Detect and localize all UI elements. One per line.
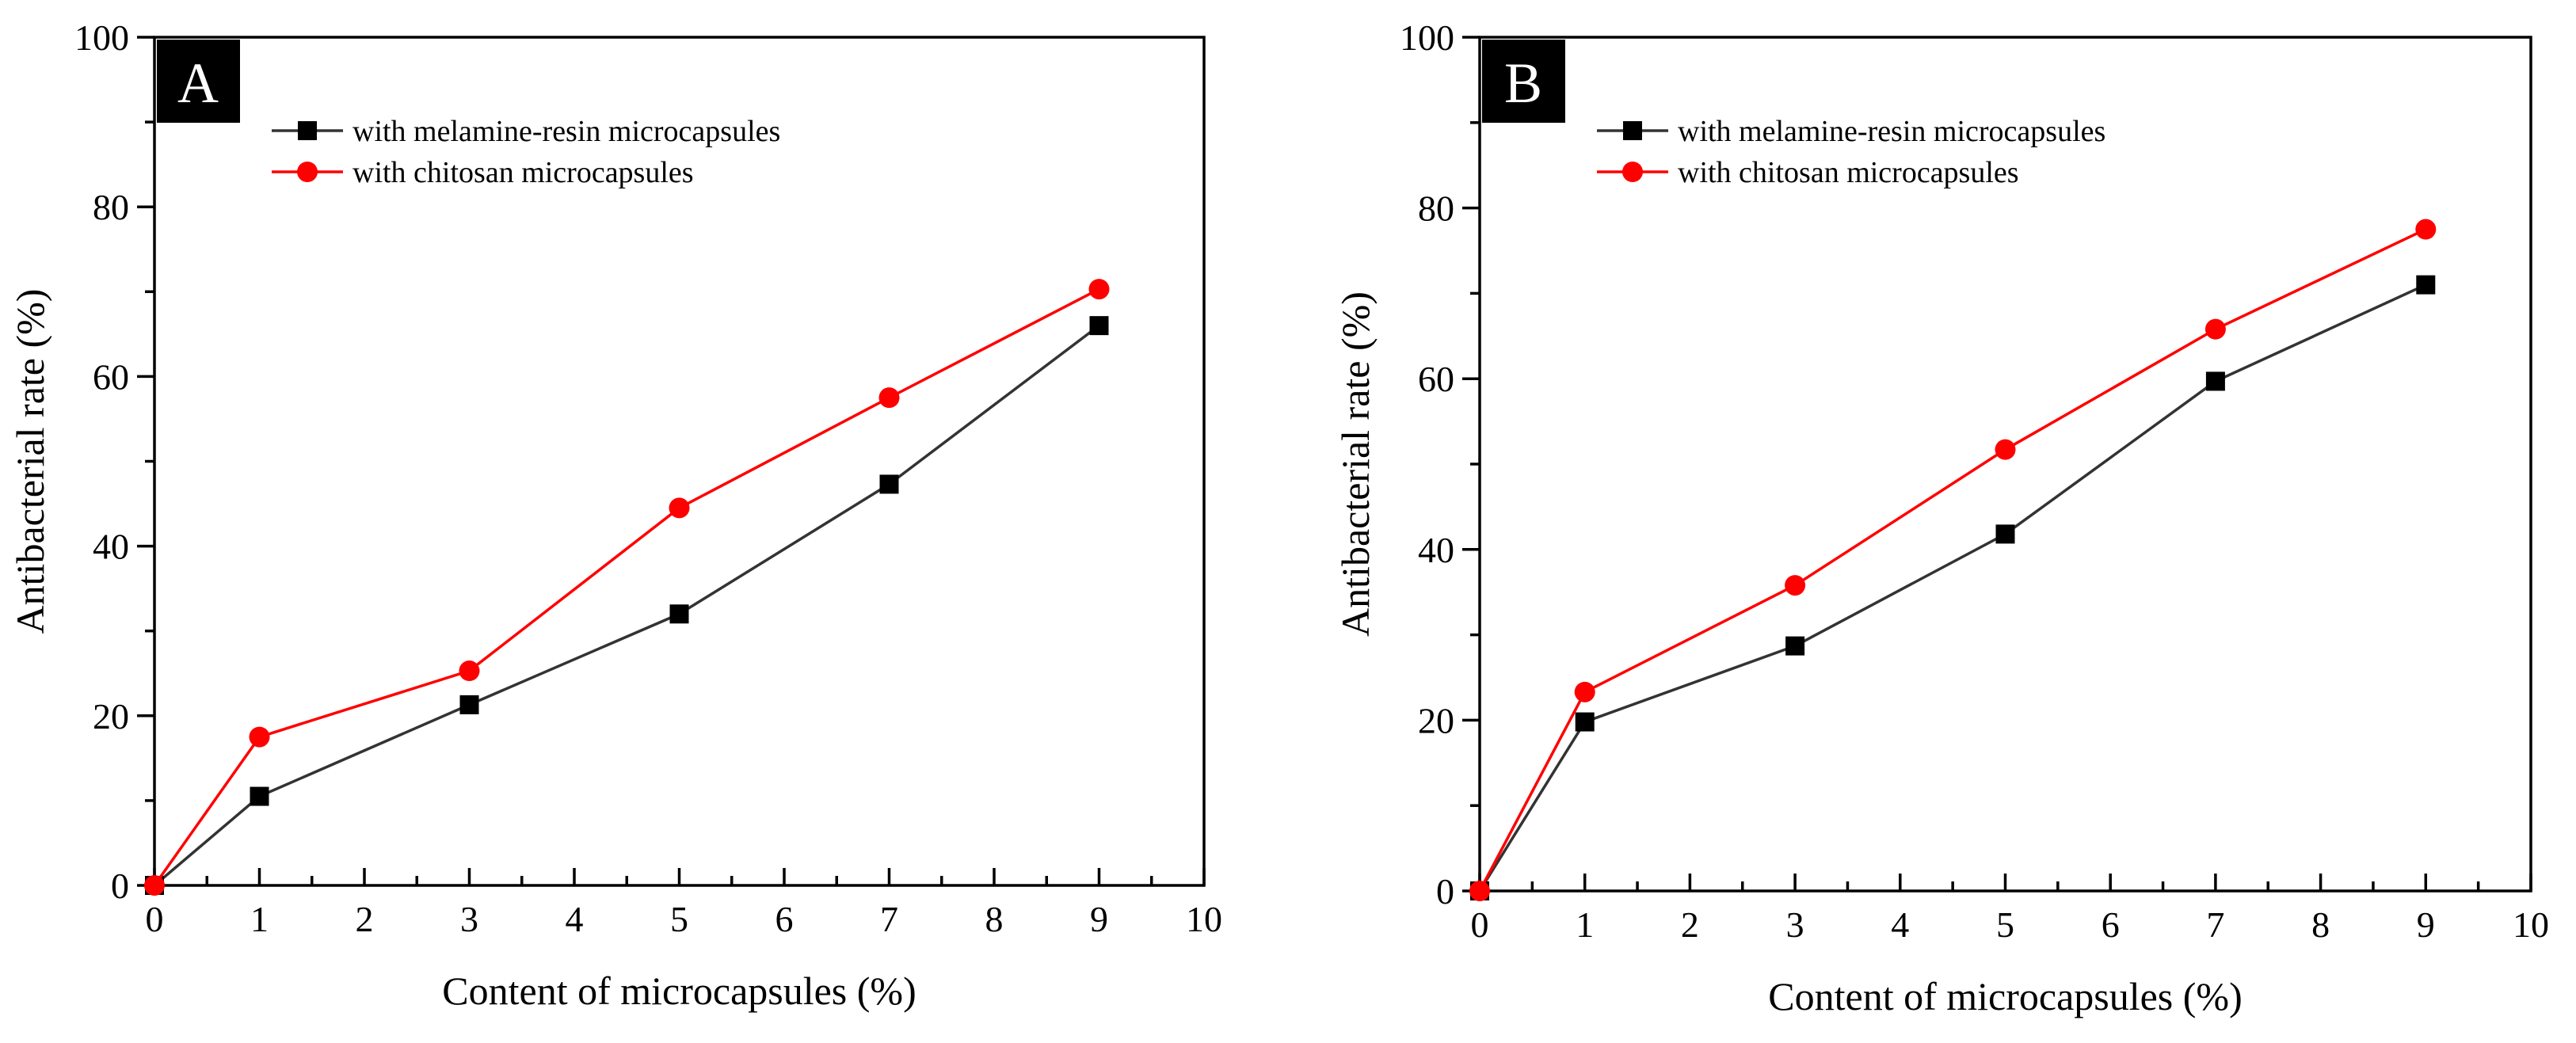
- panel-b-data-point-circle: [1469, 881, 1490, 901]
- panel-a-legend-label: with chitosan microcapsules: [352, 156, 694, 189]
- panel-b-x-tick-label: 6: [2102, 904, 2120, 945]
- panel-a-y-tick-label: 100: [74, 17, 129, 58]
- panel-b-data-point-circle: [2415, 219, 2437, 240]
- panel-b-x-tick-label: 5: [1996, 904, 2014, 945]
- panel-b-data-point-circle: [1574, 681, 1595, 702]
- panel-a-data-point-square: [669, 604, 689, 624]
- panel-b-legend-label: with chitosan microcapsules: [1678, 156, 2019, 189]
- panel-a-y-axis-title: Antibacterial rate (%): [8, 289, 52, 634]
- panel-b-label: B: [1504, 51, 1542, 115]
- panel-a-data-point-square: [879, 474, 899, 494]
- panel-a-y-tick-label: 40: [93, 527, 129, 567]
- panel-a-data-point-square: [459, 695, 479, 714]
- panel-a-series-melamine: [145, 316, 1109, 895]
- panel-b-x-tick-label: 8: [2311, 904, 2330, 945]
- panel-a-data-point-square: [250, 786, 269, 806]
- panel-a-series-line: [153, 324, 1100, 887]
- panel-b-y-tick-label: 20: [1418, 700, 1454, 740]
- panel-a-data-point-circle: [459, 660, 480, 682]
- panel-b-series-line: [1478, 227, 2427, 892]
- panel-b-data-point-circle: [2204, 318, 2226, 340]
- panel-a-legend-label: with melamine-resin microcapsules: [352, 115, 780, 148]
- panel-b-series-line: [1478, 284, 2427, 892]
- panel-a-data-point-circle: [1088, 279, 1110, 300]
- panel-a-x-tick-label: 8: [985, 899, 1004, 939]
- panel-a-x-tick-label: 4: [566, 899, 584, 939]
- panel-b-y-tick-label: 100: [1400, 17, 1454, 58]
- panel-a-x-tick-label: 9: [1090, 899, 1108, 939]
- panel-b-data-point-circle: [1995, 439, 2016, 460]
- panel-b-legend: with melamine-resin microcapsules with ch…: [1597, 115, 2105, 189]
- panel-a-x-tick-label: 5: [670, 899, 688, 939]
- panel-a-label-badge: [157, 40, 240, 123]
- panel-a-x-tick-label: 10: [1186, 899, 1222, 939]
- panel-b-data-point-square: [2416, 275, 2436, 295]
- panel-a-series-line: [153, 287, 1100, 887]
- panel-a-series-chitosan: [144, 279, 1110, 896]
- panel-b-x-tick-label: 9: [2417, 904, 2435, 945]
- panel-a-y-tick-label: 80: [93, 187, 129, 227]
- panel-b-legend-marker-square: [1623, 121, 1642, 140]
- panel-b-label-badge: [1482, 40, 1565, 123]
- panel-a-y-tick-label: 20: [93, 696, 129, 737]
- panel-a-data-point-circle: [249, 726, 270, 748]
- panel-a-legend-marker-circle: [297, 162, 318, 182]
- panel-a-data-point-circle: [878, 387, 900, 409]
- panel-a-x-tick-label: 2: [356, 899, 374, 939]
- panel-a-x-tick-label: 3: [460, 899, 478, 939]
- panel-b-x-axis-title: Content of microcapsules (%): [1768, 974, 2242, 1018]
- panel-b-x-tick-label: 2: [1681, 904, 1699, 945]
- panel-b-data-point-circle: [1785, 575, 1806, 596]
- panel-a-x-tick-label: 0: [146, 899, 164, 939]
- panel-b-data-point-square: [2205, 371, 2225, 391]
- panel-b-y-axis-title: Antibacterial rate (%): [1333, 291, 1378, 637]
- panel-b-x-tick-label: 7: [2206, 904, 2224, 945]
- panel-a-data-point-square: [1089, 316, 1109, 336]
- panel-a-x-tick-label: 7: [880, 899, 898, 939]
- panel-b-data-point-square: [1785, 636, 1805, 656]
- panel-b-x-tick-label: 1: [1576, 904, 1594, 945]
- panel-b-y-tick-label: 40: [1418, 530, 1454, 570]
- panel-a-legend: with melamine-resin microcapsules with ch…: [272, 115, 780, 189]
- panel-a-data-point-circle: [669, 497, 690, 519]
- panel-b-series-melamine: [1470, 275, 2436, 900]
- panel-a-legend-marker-square: [298, 121, 317, 140]
- panel-b-x-tick-label: 3: [1786, 904, 1804, 945]
- panel-a-x-axis-title: Content of microcapsules (%): [442, 969, 916, 1013]
- panel-b-x-tick-label: 10: [2513, 904, 2549, 945]
- panel-b-x-tick-label: 4: [1891, 904, 1909, 945]
- panel-b-legend-label: with melamine-resin microcapsules: [1678, 115, 2105, 148]
- panel-a-y-tick-label: 0: [111, 866, 129, 906]
- panel-b-x-tick-label: 0: [1471, 904, 1489, 945]
- panel-b-data-point-square: [1995, 524, 2015, 544]
- panel-b-y-tick-label: 80: [1418, 188, 1454, 229]
- panel-b-series-chitosan: [1469, 219, 2437, 901]
- panel-a-y-tick-label: 60: [93, 356, 129, 397]
- panel-a-data-point-circle: [144, 875, 165, 896]
- panel-b-data-point-square: [1575, 712, 1595, 732]
- panel-b-y-tick-label: 0: [1436, 871, 1454, 912]
- panel-b-y-tick-label: 60: [1418, 359, 1454, 399]
- panel-a-x-tick-label: 6: [775, 899, 794, 939]
- panel-a-x-tick-label: 1: [250, 899, 269, 939]
- panel-b-legend-marker-circle: [1622, 162, 1643, 182]
- panel-a-label: A: [177, 51, 219, 115]
